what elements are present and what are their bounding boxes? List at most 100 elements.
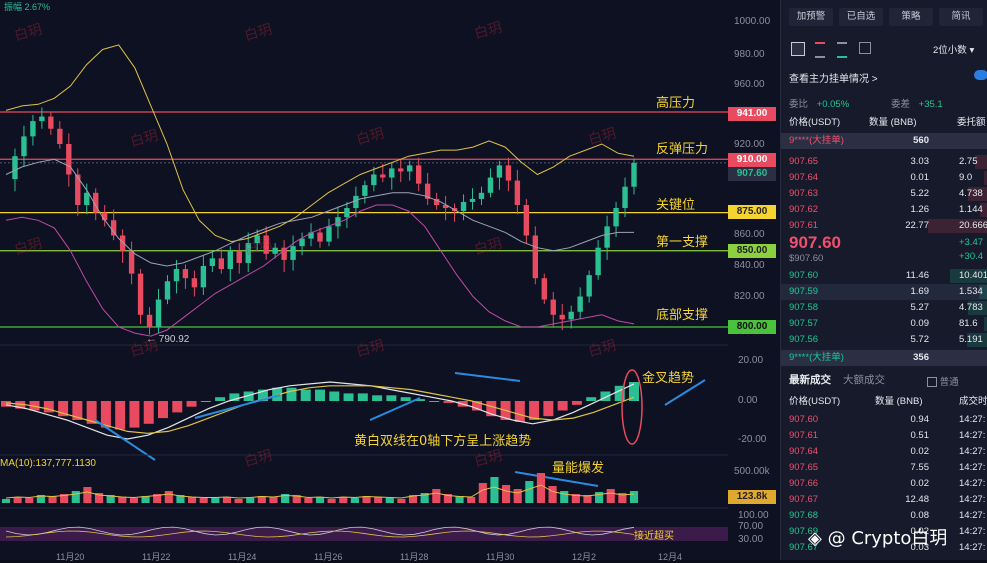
- strategy-button[interactable]: 策略: [889, 8, 933, 26]
- trade-price: 907.65: [789, 462, 819, 473]
- layout-bids-icon[interactable]: [837, 42, 847, 58]
- candle-body: [631, 162, 637, 187]
- ma-label: MA(10):137,777.1130: [0, 458, 96, 469]
- candle-body: [30, 121, 36, 137]
- candle-body: [209, 258, 216, 266]
- depth-bar: [968, 301, 987, 315]
- big-sell-order: 9****(大挂单) 560: [781, 133, 987, 149]
- low-marker-value: 790.92: [158, 334, 190, 345]
- candle-body: [317, 232, 323, 242]
- ask-row[interactable]: 907.62 1.26 1.144: [781, 202, 987, 218]
- volume-bar: [606, 489, 615, 503]
- depth-chart-icon[interactable]: [859, 42, 871, 54]
- ask-qty: 0.01: [910, 172, 930, 183]
- ask-row[interactable]: 907.63 5.22 4.738: [781, 186, 987, 202]
- change-2: +30.4: [959, 251, 984, 262]
- volume-bar: [153, 494, 162, 503]
- volume-bar: [385, 498, 394, 503]
- big-buy-label: 9****(大挂单): [789, 352, 844, 363]
- annot-golden-cross: 金叉趋势: [642, 371, 695, 386]
- order-book-panel: 加预警 已自选 策略 简讯 2位小数 ▾ 查看主力挂单情况 > 委比 +0.05…: [780, 0, 987, 560]
- candle-body: [398, 168, 404, 172]
- bid-row[interactable]: 907.59 1.69 1.534: [781, 284, 987, 300]
- trade-row: 907.69 0.02 14:27:: [781, 524, 987, 540]
- trade-price: 907.66: [789, 478, 819, 489]
- ask-total: 9.0: [959, 172, 973, 183]
- candle-body: [532, 235, 539, 279]
- layout-both-icon[interactable]: [791, 42, 805, 56]
- orderbook-header: 价格(USDT) 数量 (BNB) 委托额: [781, 115, 987, 131]
- candle-body: [290, 246, 296, 260]
- ask-price: 907.61: [789, 220, 819, 231]
- volume-bar: [257, 496, 266, 503]
- macd-histogram-bar: [257, 389, 268, 401]
- candle-body: [254, 235, 260, 244]
- bid-row[interactable]: 907.58 5.27 4.783: [781, 300, 987, 316]
- macd-histogram-bar: [443, 401, 454, 403]
- header-qty: 数量 (BNB): [869, 117, 917, 128]
- ask-qty: 5.22: [910, 188, 930, 199]
- normal-checkbox[interactable]: 普通: [927, 374, 959, 388]
- bid-row[interactable]: 907.60 11.46 10.401: [781, 268, 987, 284]
- macd-histogram-bar: [543, 401, 554, 417]
- ask-row[interactable]: 907.65 3.03 2.75: [781, 154, 987, 170]
- volume-bar: [629, 491, 639, 503]
- bid-row[interactable]: 907.57 0.09 81.6: [781, 316, 987, 332]
- macd-histogram-bar: [429, 401, 440, 402]
- price-chart[interactable]: 振幅 2.67% 1000.00980.00960.00940.00920.00…: [0, 0, 780, 562]
- header-price: 价格(USDT): [789, 117, 841, 128]
- volume-bar: [571, 494, 580, 503]
- trade-time: 14:27:: [959, 462, 986, 473]
- macd-histogram-bar: [143, 401, 154, 424]
- candle-body: [568, 311, 574, 320]
- bid-row[interactable]: 907.56 5.72 5.191: [781, 332, 987, 348]
- volume-bar: [25, 498, 34, 503]
- candle-body: [48, 116, 54, 129]
- date-axis-label: 11月30: [486, 552, 515, 562]
- upper-band-line: [5, 44, 635, 243]
- trade-qty: 0.02: [910, 478, 930, 489]
- decimals-select[interactable]: 2位小数 ▾: [933, 42, 974, 56]
- ask-row[interactable]: 907.64 0.01 9.0: [781, 170, 987, 186]
- tab-latest-trades[interactable]: 最新成交: [789, 374, 831, 386]
- candle-body: [173, 269, 180, 282]
- last-price-usd: $907.60: [789, 253, 824, 264]
- volume-bar: [397, 499, 406, 503]
- macd-dea-line: [5, 385, 635, 434]
- news-button[interactable]: 简讯: [939, 8, 983, 26]
- bid-qty: 1.69: [910, 286, 930, 297]
- toggle-switch[interactable]: [974, 70, 987, 80]
- macd-histogram-bar: [300, 389, 311, 401]
- candle-body: [101, 212, 108, 221]
- volume-ma-line: [5, 484, 635, 499]
- macd-histogram-bar: [600, 391, 611, 401]
- macd-histogram-bar: [614, 385, 625, 401]
- volume-bar: [36, 495, 45, 503]
- ask-qty: 22.77: [905, 220, 929, 231]
- volume-bar: [595, 492, 604, 503]
- trade-time: 14:27:: [959, 430, 986, 441]
- candle-body: [424, 183, 431, 199]
- change-1: +3.47: [959, 237, 984, 248]
- bid-price: 907.57: [789, 318, 819, 329]
- view-big-orders-link[interactable]: 查看主力挂单情况 >: [789, 74, 878, 85]
- add-alert-button[interactable]: 加预警: [789, 8, 833, 26]
- favorited-button[interactable]: 已自选: [839, 8, 883, 26]
- macd-histogram-bar: [243, 391, 254, 401]
- candle-body: [362, 185, 368, 196]
- layout-asks-icon[interactable]: [815, 42, 825, 58]
- tab-large-trades[interactable]: 大额成交: [843, 374, 885, 386]
- volume-bar: [48, 496, 57, 503]
- macd-histogram-bar: [357, 393, 368, 401]
- ask-row[interactable]: 907.61 22.77 20.666: [781, 218, 987, 234]
- lower-band-line: [5, 204, 635, 337]
- macd-histogram-bar: [486, 401, 497, 417]
- big-sell-value: 560: [913, 135, 929, 146]
- volume-bar: [1, 499, 11, 503]
- candle-body: [496, 165, 503, 178]
- date-axis-label: 11月26: [314, 552, 343, 562]
- macd-histogram-bar: [414, 399, 425, 401]
- depth-bar: [968, 187, 987, 201]
- macd-histogram-bar: [158, 401, 168, 419]
- volume-bar: [60, 494, 69, 503]
